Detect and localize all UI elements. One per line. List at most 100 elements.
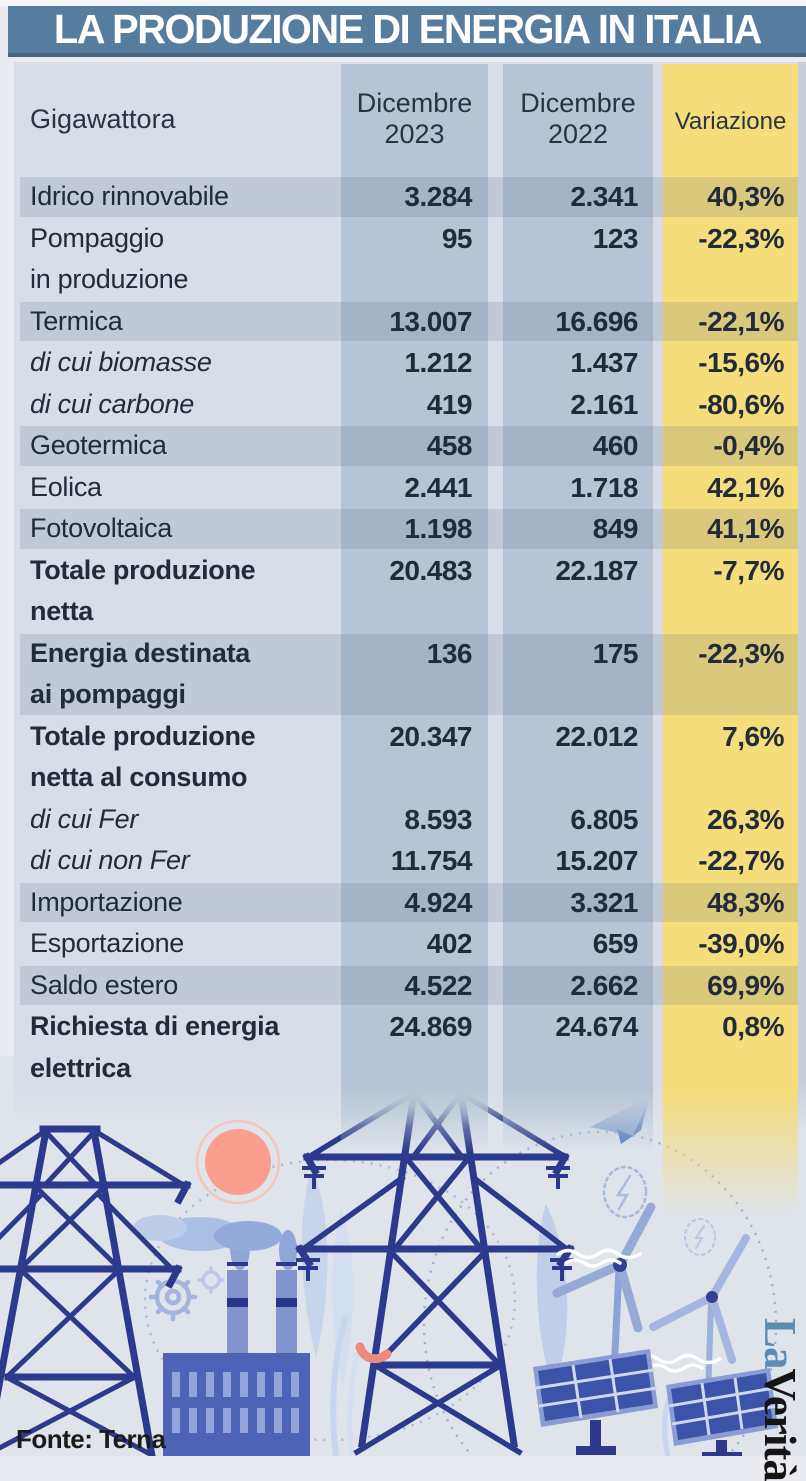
table-row: Termica 13.007 16.696 -22,1%: [14, 301, 798, 343]
value-variazione: -22,3%: [698, 637, 784, 669]
row-label-line: di cui biomasse: [30, 347, 212, 377]
table-row: di cui non Fer 11.754 15.207 -22,7%: [14, 840, 798, 882]
value-variazione: -7,7%: [713, 554, 784, 586]
header-dicembre-2023: Dicembre 2023: [341, 88, 488, 150]
row-label: Richiesta di energia elettrica: [30, 1006, 330, 1089]
row-label: Totale produzione netta: [30, 550, 330, 633]
row-label-line: di cui Fer: [30, 803, 139, 834]
table-row: Saldo estero 4.522 2.662 69,9%: [14, 965, 798, 1007]
row-label-line: Eolica: [30, 471, 102, 502]
laverita-logo-verita: Verità: [755, 1368, 805, 1481]
value-2022: 2.161: [570, 388, 638, 420]
value-2022: 22.187: [555, 554, 638, 586]
value-2022: 175: [592, 637, 639, 669]
value-2023: 24.869: [389, 1011, 472, 1042]
row-label: Saldo estero: [30, 965, 330, 1007]
row-label: di cui carbone: [30, 384, 330, 426]
row-label: di cui Fer: [30, 799, 330, 841]
value-variazione: 7,6%: [722, 720, 784, 752]
value-2023: 4.924: [404, 886, 472, 918]
value-2023: 136: [426, 637, 473, 669]
row-label: Pompaggio in produzione: [30, 218, 330, 301]
value-2022: 849: [592, 513, 639, 544]
row-label-line: Idrico rinnovabile: [30, 181, 229, 211]
row-label: Geotermica: [30, 425, 330, 467]
value-variazione: 69,9%: [707, 969, 784, 1001]
table-row: Importazione 4.924 3.321 48,3%: [14, 882, 798, 924]
value-2022: 24.674: [555, 1011, 638, 1042]
fade-column-2022: [503, 1090, 653, 1152]
row-label: Eolica: [30, 467, 330, 509]
value-2022: 123: [592, 222, 639, 254]
value-2023: 3.284: [404, 181, 472, 212]
table-row: di cui Fer 8.593 6.805 26,3%: [14, 799, 798, 841]
value-variazione: -22,7%: [698, 845, 784, 876]
value-2022: 1.718: [570, 471, 638, 503]
table-row: di cui biomasse 1.212 1.437 -15,6%: [14, 342, 798, 384]
value-2023: 8.593: [404, 803, 472, 835]
row-label-line: in produzione: [30, 264, 189, 294]
value-variazione: 0,8%: [722, 1011, 784, 1042]
table-row: Eolica 2.441 1.718 42,1%: [14, 467, 798, 509]
value-2023: 1.212: [404, 347, 472, 378]
value-2022: 460: [592, 430, 639, 461]
value-2022: 22.012: [555, 720, 638, 752]
value-2023: 2.441: [404, 471, 472, 503]
row-label-line: Esportazione: [30, 928, 184, 958]
value-2022: 1.437: [570, 347, 638, 378]
illustration-area: [0, 1056, 806, 1456]
row-label-line: netta: [30, 596, 94, 626]
value-2022: 15.207: [555, 845, 638, 876]
value-2022: 2.341: [570, 181, 638, 212]
row-label-line: di cui carbone: [30, 388, 194, 419]
value-variazione: -80,6%: [698, 388, 784, 420]
value-2023: 11.754: [390, 845, 473, 876]
table-header: Gigawattora Dicembre 2023 Dicembre 2022 …: [14, 62, 798, 176]
solar-panel-icon: [533, 1349, 778, 1456]
value-2023: 13.007: [389, 305, 472, 337]
header-dicembre-2023-line1: Dicembre: [356, 88, 473, 118]
row-label-line: Importazione: [30, 886, 183, 917]
value-2022: 6.805: [570, 803, 638, 835]
value-2023: 95: [441, 222, 473, 254]
value-variazione: -22,1%: [698, 305, 784, 337]
value-2023: 458: [426, 430, 473, 461]
value-variazione: -0,4%: [713, 430, 784, 461]
laverita-logo-la: La: [755, 1318, 805, 1369]
row-label-line: Totale produzione: [30, 720, 256, 751]
value-2023: 20.347: [389, 720, 472, 752]
table-row: Totale produzione netta al consumo 20.347…: [14, 716, 798, 799]
row-label-line: Pompaggio: [30, 222, 164, 253]
value-variazione: 42,1%: [707, 471, 784, 503]
value-2023: 4.522: [404, 969, 472, 1001]
row-label: Fotovoltaica: [30, 508, 330, 550]
column-background-variazione: [663, 64, 798, 1090]
lightning-badge-icon: [602, 1165, 716, 1256]
value-variazione: -39,0%: [698, 928, 784, 959]
table-row: Idrico rinnovabile 3.284 2.341 40,3%: [14, 176, 798, 218]
energy-table: Gigawattora Dicembre 2023 Dicembre 2022 …: [14, 62, 798, 1090]
table-row: Totale produzione netta 20.483 22.187 -7,7%: [14, 550, 798, 633]
value-2022: 659: [592, 928, 639, 959]
row-label: Energia destinata ai pompaggi: [30, 633, 330, 716]
row-label-line: Fotovoltaica: [30, 513, 172, 543]
gears-icon: [148, 1266, 225, 1322]
header-dicembre-2022-line2: 2022: [547, 119, 609, 149]
row-label: di cui non Fer: [30, 840, 330, 882]
table-fadeout: [14, 1090, 798, 1220]
row-label-line: Saldo estero: [30, 969, 178, 1000]
row-label-line: Totale produzione: [30, 554, 256, 585]
row-label: Esportazione: [30, 923, 330, 965]
value-variazione: 26,3%: [707, 803, 784, 835]
page-top-margin: [0, 0, 806, 6]
fade-column-variazione: [663, 1090, 798, 1216]
factory-icon: [163, 1262, 310, 1456]
row-label-line: Geotermica: [30, 430, 167, 460]
value-2022: 2.662: [570, 969, 638, 1001]
value-variazione: -15,6%: [698, 347, 784, 378]
table-row: di cui carbone 419 2.161 -80,6%: [14, 384, 798, 426]
right-margin-strip: [798, 62, 806, 1132]
value-2022: 16.696: [555, 305, 638, 337]
table-row: Energia destinata ai pompaggi 136 175 -22,3…: [14, 633, 798, 716]
value-2023: 20.483: [389, 554, 472, 586]
